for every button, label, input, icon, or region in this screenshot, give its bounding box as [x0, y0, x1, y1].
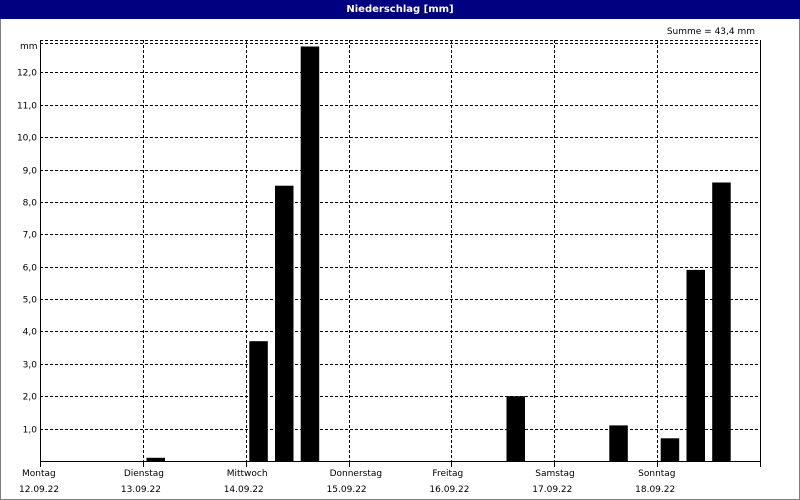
y-tick-label: 2,0	[23, 393, 38, 403]
day-weekday-label: Samstag	[535, 469, 574, 479]
day-date-label: 13.09.22	[121, 485, 161, 495]
bar	[660, 438, 680, 461]
y-tick-label: 11,0	[17, 102, 37, 112]
day-weekday-label: Donnerstag	[330, 469, 383, 479]
bars	[146, 46, 731, 461]
y-tick-label: 10,0	[17, 134, 37, 144]
day-date-label: 16.09.22	[429, 485, 469, 495]
day-date-label: 17.09.22	[532, 485, 572, 495]
y-tick-label: 6,0	[23, 264, 38, 274]
bar	[275, 185, 294, 461]
y-tick-label: 4,0	[23, 328, 38, 338]
y-tick-label: 5,0	[23, 296, 38, 306]
y-tick-label: 1,0	[23, 426, 38, 436]
bar	[300, 46, 320, 461]
chart-title: Niederschlag [mm]	[346, 4, 454, 15]
day-weekday-label: Freitag	[432, 469, 463, 479]
bar	[146, 457, 165, 461]
y-tick-label: 9,0	[23, 167, 38, 177]
labels: 1,0 2,0 3,0 4,0 5,0 6,0 7,0 8,0 9,0 10,0 11,0 12,0 m…	[17, 27, 755, 495]
day-weekday-label: Sonntag	[638, 469, 675, 479]
day-date-label: 12.09.22	[19, 485, 59, 495]
bar	[712, 182, 731, 461]
day-date-label: 18.09.22	[635, 485, 675, 495]
y-tick-label: 3,0	[23, 361, 38, 371]
bar	[249, 341, 268, 461]
bar	[609, 425, 628, 461]
axes	[40, 40, 761, 467]
day-date-label: 15.09.22	[327, 485, 367, 495]
y-tick-label: 12,0	[17, 69, 37, 79]
day-weekday-label: Montag	[22, 469, 56, 479]
y-tick-label: 8,0	[23, 199, 38, 209]
bar	[686, 269, 705, 461]
grid	[40, 40, 760, 461]
day-weekday-label: Mittwoch	[227, 469, 268, 479]
y-tick-label: 7,0	[23, 231, 38, 241]
y-axis-unit: mm	[20, 42, 38, 52]
day-date-label: 14.09.22	[224, 485, 264, 495]
title-bar: Niederschlag [mm]	[0, 0, 800, 19]
day-weekday-label: Dienstag	[124, 469, 164, 479]
sum-annotation: Summe = 43,4 mm	[667, 27, 755, 37]
bar	[506, 396, 525, 461]
